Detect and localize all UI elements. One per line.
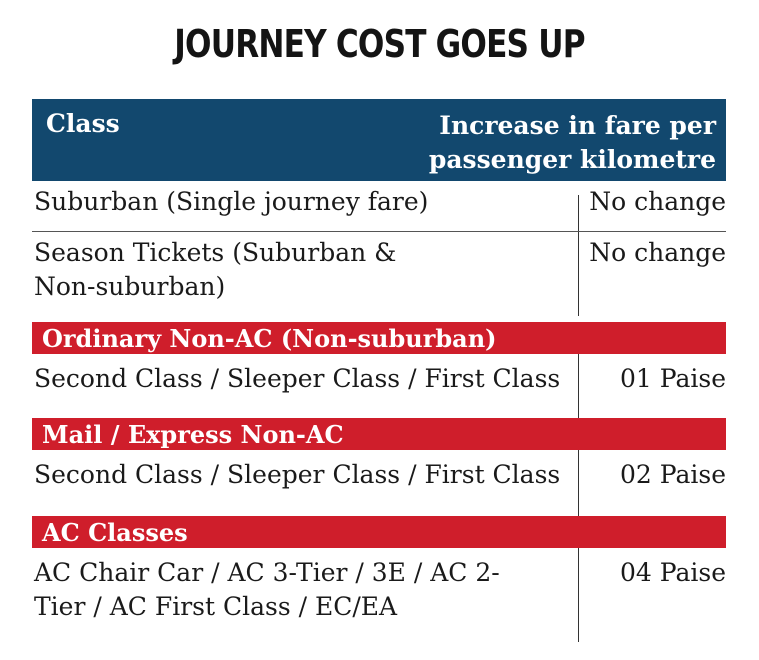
fare-cell: 02 Paise: [620, 460, 726, 489]
class-cell: Suburban (Single journey fare): [34, 187, 429, 216]
class-cell: AC Chair Car / AC 3-Tier / 3E / AC 2-Tie…: [34, 558, 500, 621]
class-cell: Second Class / Sleeper Class / First Cla…: [34, 364, 561, 393]
header-class-label: Class: [46, 109, 120, 138]
table-header: Class Increase in fare per passenger kil…: [32, 99, 726, 181]
table-row: Season Tickets (Suburban & Non-suburban)…: [32, 232, 726, 316]
table-row: Second Class / Sleeper Class / First Cla…: [32, 354, 726, 418]
section-heading-label: Ordinary Non-AC (Non-suburban): [42, 324, 497, 353]
section-heading: Ordinary Non-AC (Non-suburban): [32, 322, 726, 354]
column-divider: [578, 232, 579, 316]
section-heading: Mail / Express Non-AC: [32, 418, 726, 450]
column-divider: [578, 548, 579, 642]
table-row: AC Chair Car / AC 3-Tier / 3E / AC 2-Tie…: [32, 548, 726, 642]
fare-table: Class Increase in fare per passenger kil…: [32, 99, 726, 642]
section-heading: AC Classes: [32, 516, 726, 548]
page-title: JOURNEY COST GOES UP: [174, 22, 585, 66]
column-divider: [578, 450, 579, 516]
column-divider: [578, 354, 579, 418]
fare-cell: No change: [589, 238, 726, 267]
table-row: Suburban (Single journey fare) No change: [32, 181, 726, 231]
column-divider: [578, 195, 579, 231]
fare-cell: 01 Paise: [620, 364, 726, 393]
section-heading-label: Mail / Express Non-AC: [42, 420, 344, 449]
class-cell: Season Tickets (Suburban & Non-suburban): [34, 238, 397, 301]
class-cell: Second Class / Sleeper Class / First Cla…: [34, 460, 561, 489]
fare-cell: No change: [589, 187, 726, 216]
section-heading-label: AC Classes: [42, 518, 188, 547]
row-divider: [32, 231, 726, 232]
fare-cell: 04 Paise: [620, 558, 726, 587]
table-row: Second Class / Sleeper Class / First Cla…: [32, 450, 726, 516]
header-increase-label: Increase in fare per passenger kilometre: [428, 111, 716, 174]
